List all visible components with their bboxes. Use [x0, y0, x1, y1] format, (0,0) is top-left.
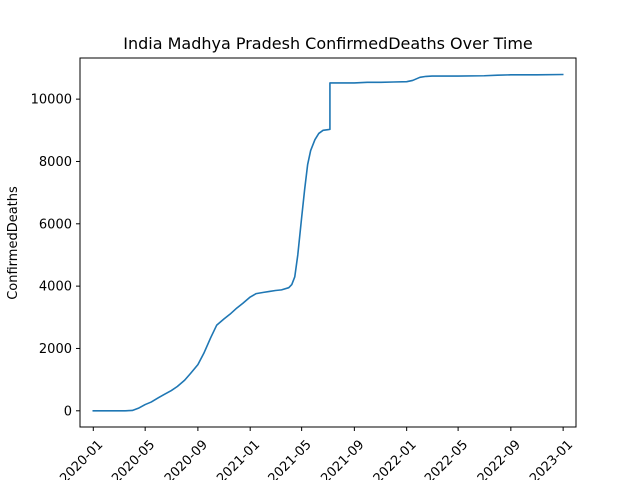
y-tick-label: 4000 [39, 280, 72, 295]
x-tick-label: 2022-05 [422, 437, 471, 480]
x-tick-label: 2020-09 [162, 437, 211, 480]
x-tick-label: 2021-09 [318, 437, 367, 480]
chart-title: India Madhya Pradesh ConfirmedDeaths Ove… [123, 34, 533, 53]
y-tick-label: 8000 [39, 155, 72, 170]
x-tick-label: 2021-01 [214, 437, 263, 480]
x-tick-label: 2022-09 [475, 437, 524, 480]
y-tick-label: 0 [64, 404, 72, 419]
plot-area [92, 73, 564, 412]
y-axis: 0 2000 4000 6000 8000 10000 [31, 93, 80, 419]
y-axis-label: ConfirmedDeaths [6, 186, 21, 300]
y-tick-label: 2000 [39, 342, 72, 357]
series-line-0 [92, 73, 564, 412]
x-axis: 2020-01 2020-05 2020-09 2021-01 2021-05 2021-… [57, 427, 576, 480]
x-tick-label: 2022-01 [371, 437, 420, 480]
plot-frame [79, 57, 577, 428]
x-tick-label: 2023-01 [527, 437, 576, 480]
y-tick-label: 10000 [31, 93, 72, 108]
y-tick-label: 6000 [39, 217, 72, 232]
x-tick-label: 2020-01 [57, 437, 106, 480]
x-tick-label: 2020-05 [109, 437, 158, 480]
x-tick-label: 2021-05 [266, 437, 315, 480]
